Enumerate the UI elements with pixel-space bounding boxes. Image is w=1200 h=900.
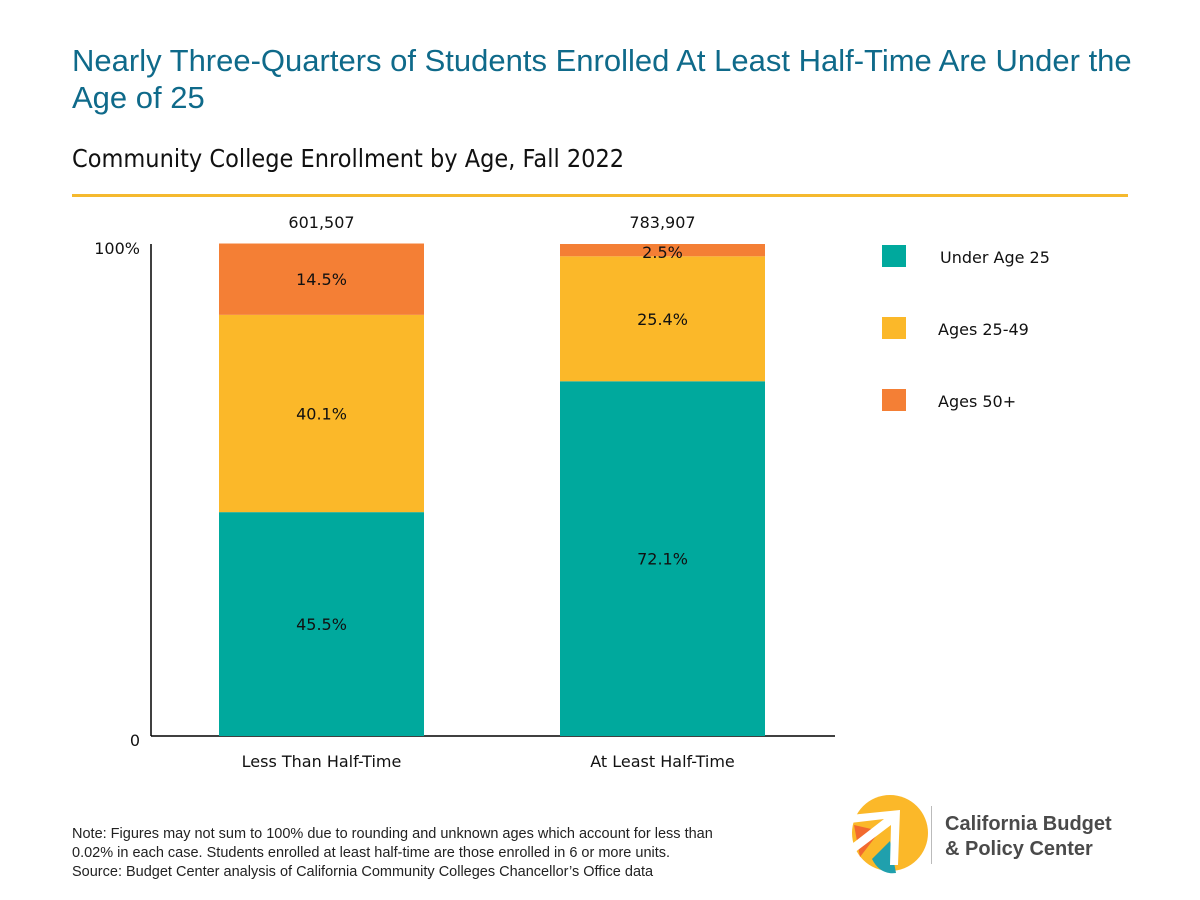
data-label: 14.5% (296, 270, 347, 289)
data-label: 45.5% (296, 615, 347, 634)
bar-total-label: 601,507 (288, 213, 354, 232)
logo-line1: California Budget (945, 813, 1112, 835)
source-line: Source: Budget Center analysis of Califo… (72, 864, 654, 880)
y-tick-label: 100% (94, 239, 140, 258)
data-label: 72.1% (637, 550, 688, 569)
note-line: 0.02% in each case. Students enrolled at… (72, 845, 671, 861)
x-tick-label: At Least Half-Time (590, 752, 735, 771)
legend-label: Ages 25-49 (938, 320, 1029, 339)
data-label: 40.1% (296, 404, 347, 423)
y-tick-label: 0 (130, 731, 140, 750)
bar-segment (219, 314, 424, 513)
logo-text: California Budget & Policy Center (945, 812, 1112, 862)
note-line: Note: Figures may not sum to 100% due to… (72, 826, 713, 842)
bar-total-label: 783,907 (629, 213, 695, 232)
bar-segment (219, 243, 424, 315)
x-tick-label: Less Than Half-Time (242, 752, 402, 771)
divider-rule (72, 194, 1128, 197)
chart-note: Note: Figures may not sum to 100% due to… (72, 825, 713, 882)
legend-swatch (882, 389, 906, 411)
chart-title: Nearly Three-Quarters of Students Enroll… (72, 43, 1132, 115)
legend-swatch (882, 245, 906, 267)
logo-separator (931, 806, 932, 864)
bar-segment (219, 512, 424, 736)
legend-swatch (882, 317, 906, 339)
logo-line2: & Policy Center (945, 838, 1093, 860)
logo-icon (848, 795, 928, 874)
bar-segment (560, 381, 765, 736)
data-label: 25.4% (637, 310, 688, 329)
chart-subtitle: Community College Enrollment by Age, Fal… (72, 144, 625, 173)
bar-segment (560, 244, 765, 257)
bar-segment (560, 256, 765, 382)
data-label: 2.5% (642, 243, 683, 262)
legend-label: Under Age 25 (940, 248, 1050, 267)
legend-label: Ages 50+ (938, 392, 1016, 411)
